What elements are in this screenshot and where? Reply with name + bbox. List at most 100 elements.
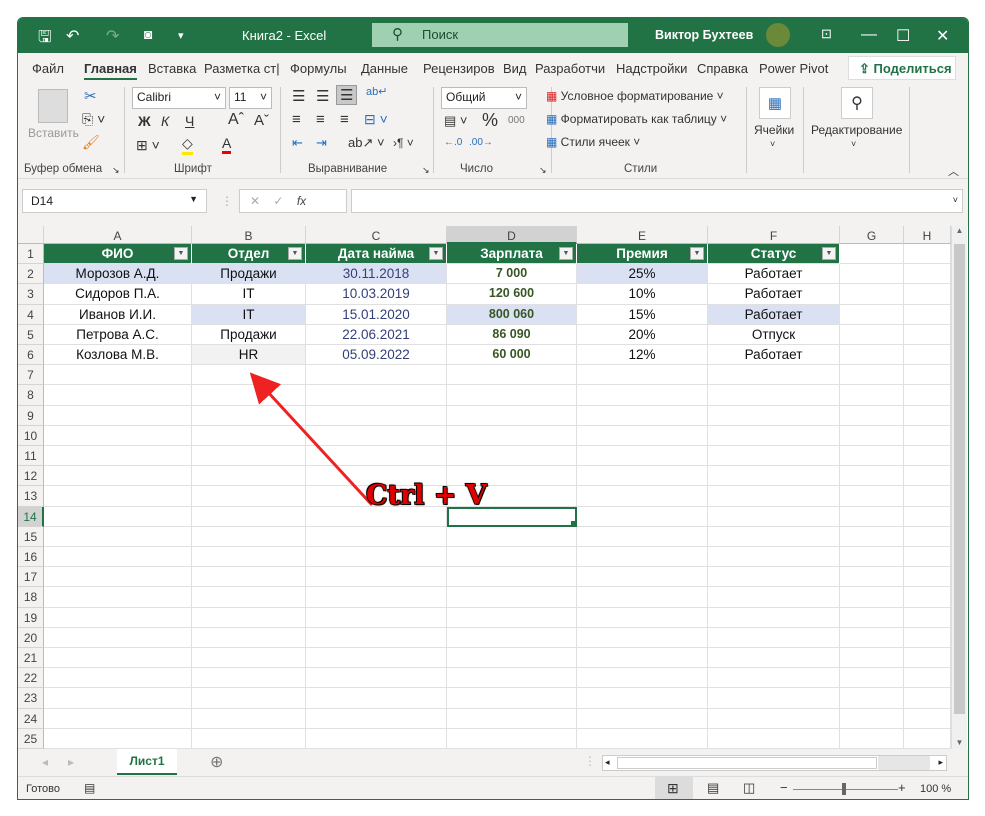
decrease-indent-icon[interactable]: ⇤ [292,135,303,150]
cell[interactable] [44,405,192,426]
cell[interactable] [306,648,447,669]
avatar[interactable] [766,23,790,47]
cell[interactable] [192,506,306,527]
cell[interactable] [840,405,904,426]
cell[interactable] [577,547,708,568]
cell[interactable] [840,728,904,749]
merge-icon[interactable]: ⊟ ˅ [364,111,388,127]
spreadsheet-grid[interactable]: A B C D E F G H 1 ФИО ▼ Отдел ▼ Дата найма ▼ Зарплата ▼ П… [18,226,968,749]
cell[interactable] [44,668,192,689]
table-cell[interactable]: HR [192,345,306,366]
table-header[interactable]: Дата найма ▼ [306,244,447,265]
cell[interactable] [577,587,708,608]
cell[interactable] [306,506,447,527]
cell[interactable] [192,466,306,487]
cell[interactable] [577,446,708,467]
customize-qat-icon[interactable]: ▾ [178,30,184,42]
save-icon[interactable]: 🖫 [38,29,52,46]
cell[interactable] [192,708,306,729]
cell[interactable] [577,466,708,487]
cell[interactable] [306,728,447,749]
table-cell[interactable]: IT [192,284,306,305]
editing-button[interactable]: Редактирование [811,123,903,137]
redo-icon[interactable]: ↷ [106,28,120,45]
paste-icon[interactable] [38,89,68,123]
cells-button[interactable]: Ячейки [754,123,795,137]
cell[interactable] [447,648,577,669]
filter-dropdown-icon[interactable]: ▼ [174,247,188,260]
table-cell[interactable]: 10.03.2019 [306,284,447,305]
font-size-select[interactable]: 11 ˅ [229,87,272,109]
cell[interactable] [192,486,306,507]
row-header[interactable]: 18 [18,587,44,608]
cell[interactable] [577,385,708,406]
row-header[interactable]: 15 [18,526,44,547]
cell[interactable] [840,526,904,547]
cell[interactable] [708,526,840,547]
thousands-button[interactable]: 000 [508,115,525,126]
cell[interactable] [904,345,951,366]
row-header[interactable]: 10 [18,425,44,446]
cell[interactable] [192,405,306,426]
cell[interactable] [708,627,840,648]
cell[interactable] [577,567,708,588]
cell[interactable] [904,627,951,648]
table-cell[interactable]: 12% [577,345,708,366]
cell[interactable] [904,264,951,285]
tab-2[interactable]: Вставка [148,61,197,76]
cell[interactable] [577,627,708,648]
zoom-in-icon[interactable]: + [898,780,906,795]
filter-dropdown-icon[interactable]: ▼ [822,247,836,260]
scroll-down-icon[interactable]: ▼ [955,738,964,747]
zoom-out-icon[interactable]: − [780,780,788,795]
cell[interactable] [708,365,840,386]
cell[interactable] [192,385,306,406]
cell[interactable] [708,607,840,628]
table-cell[interactable]: Работает [708,345,840,366]
cell[interactable] [447,668,577,689]
cell[interactable] [840,688,904,709]
row-header[interactable]: 14 [18,506,44,527]
tab-3[interactable]: Разметка ст| [204,61,280,76]
filter-dropdown-icon[interactable]: ▼ [559,247,573,260]
cell[interactable] [904,547,951,568]
column-header-E[interactable]: E [577,226,708,244]
paste-button[interactable]: Вставить [28,126,79,140]
table-header[interactable]: Статус ▼ [708,244,840,265]
cell[interactable] [708,567,840,588]
cell[interactable] [904,708,951,729]
cell[interactable] [447,446,577,467]
table-cell[interactable]: 22.06.2021 [306,324,447,345]
cell[interactable] [447,405,577,426]
table-cell[interactable]: Иванов И.И. [44,304,192,325]
tab-6[interactable]: Рецензиров [423,61,495,76]
cell[interactable] [306,446,447,467]
cell[interactable] [44,648,192,669]
add-sheet-icon[interactable]: ⊕ [210,754,224,771]
row-header[interactable]: 25 [18,728,44,749]
copy-icon[interactable]: ⎘ ˅ [82,111,106,127]
cell[interactable] [306,668,447,689]
filter-dropdown-icon[interactable]: ▼ [288,247,302,260]
percent-button[interactable]: % [482,110,499,130]
cell[interactable] [577,708,708,729]
ribbon-display-icon[interactable]: ⊡ [821,26,832,41]
row-header[interactable]: 17 [18,567,44,588]
cell[interactable] [447,567,577,588]
macro-record-icon[interactable]: ▤ [84,781,96,795]
cell[interactable] [840,567,904,588]
table-header[interactable]: Зарплата ▼ [447,244,577,265]
row-header[interactable]: 24 [18,708,44,729]
cell[interactable] [447,607,577,628]
tab-7[interactable]: Вид [503,61,527,76]
cell[interactable] [840,284,904,305]
cell[interactable] [904,324,951,345]
cell[interactable] [708,587,840,608]
cell[interactable] [306,547,447,568]
share-button[interactable]: ⇪ Поделиться [848,56,956,80]
cell[interactable] [904,607,951,628]
cell[interactable] [577,506,708,527]
collapse-ribbon-icon[interactable]: ︿ [948,166,959,178]
cell[interactable] [577,486,708,507]
cell[interactable] [192,567,306,588]
